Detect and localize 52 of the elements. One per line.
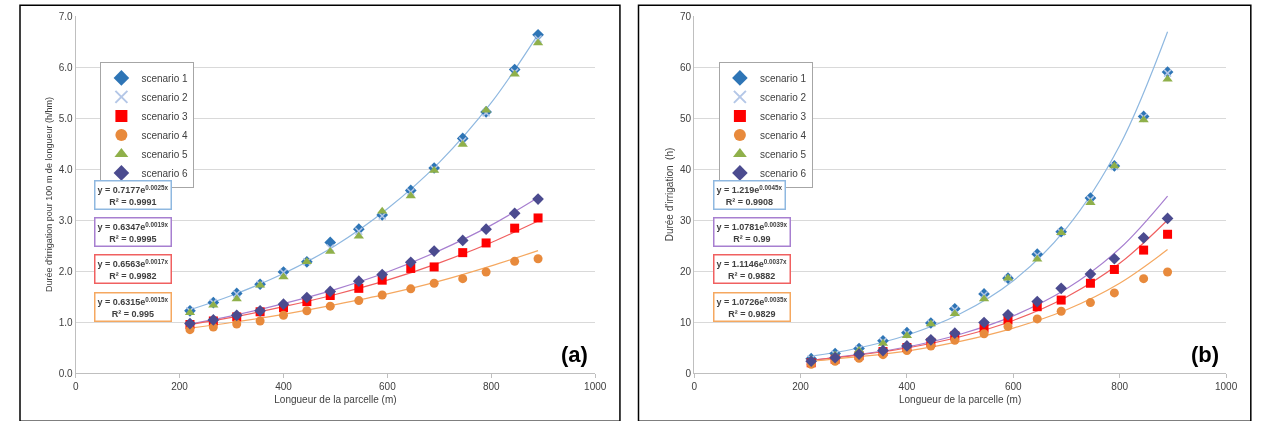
legend-label: scenario 6 — [759, 167, 807, 179]
x-tick-label: 600 — [379, 381, 397, 392]
legend-label: scenario 3 — [759, 110, 807, 122]
x-tick-label: 1000 — [1214, 381, 1238, 392]
legend-label: scenario 6 — [141, 167, 188, 179]
annotation: y = 0.6563e$^{0.0017x}$ R² = 0.9982 — [97, 257, 169, 281]
y-tick-label: 0.0 — [58, 367, 74, 379]
annotation: (a) — [561, 342, 588, 367]
annotation: y = 1.1146e$^{0.0037x}$ R² = 0.9882 — [716, 257, 788, 281]
annotation: (b) — [1191, 342, 1220, 367]
y-tick-label: 40 — [680, 163, 692, 175]
x-tick-label: 800 — [482, 381, 501, 392]
y-tick-label: 30 — [680, 214, 692, 226]
annotation: y = 0.6315e$^{0.0015x}$ R² = 0.995 — [97, 295, 169, 319]
y-tick-label: 10 — [680, 316, 692, 328]
y-tick-label: 0 — [685, 367, 692, 379]
legend-label: scenario 4 — [759, 129, 807, 141]
legend-label: scenario 3 — [141, 110, 188, 122]
annotation: y = 0.6347e$^{0.0019x}$ R² = 0.9995 — [97, 220, 169, 244]
annotation: y = 1.0726e$^{0.0035x}$ R² = 0.9829 — [716, 295, 788, 319]
x-tick-label: 800 — [1111, 381, 1129, 392]
x-tick-label: 400 — [275, 381, 293, 392]
y-tick-label: 2.0 — [58, 265, 74, 277]
annotation: y = 1.0781e$^{0.0039x}$ R² = 0.99 — [716, 220, 788, 244]
y-tick-label: 70 — [680, 10, 692, 22]
y-tick-label: 7.0 — [58, 10, 74, 22]
y-tick-label: 5.0 — [58, 112, 74, 124]
legend-label: scenario 2 — [141, 91, 188, 103]
x-axis-title: Longueur de la parcelle (m) — [274, 393, 397, 405]
legend-label: scenario 1 — [141, 72, 188, 84]
y-tick-label: 4.0 — [58, 163, 74, 175]
x-tick-label: 200 — [792, 381, 810, 392]
x-tick-label: 1000 — [584, 381, 607, 392]
x-tick-label: 400 — [898, 381, 916, 392]
y-tick-label: 1.0 — [58, 316, 74, 328]
annotation: y = 0.7177e$^{0.0025x}$ R² = 0.9991 — [97, 183, 169, 207]
y-axis-title: Durée d'irrigation (h) — [664, 147, 676, 242]
legend-label: scenario 2 — [759, 91, 807, 103]
legend-label: scenario 5 — [141, 148, 188, 160]
x-tick-label: 200 — [171, 381, 189, 392]
legend-label: scenario 5 — [759, 148, 807, 160]
x-tick-label: 600 — [1004, 381, 1023, 392]
y-tick-label: 20 — [680, 265, 692, 277]
y-tick-label: 6.0 — [58, 61, 74, 73]
y-tick-label: 3.0 — [58, 214, 74, 226]
x-axis-title: Longueur de la parcelle (m) — [898, 393, 1022, 405]
legend-label: scenario 1 — [759, 72, 807, 84]
legend-label: scenario 4 — [141, 129, 188, 141]
y-tick-label: 60 — [680, 61, 692, 73]
y-tick-label: 50 — [680, 112, 692, 124]
annotation: y = 1.219e$^{0.0045x}$ R² = 0.9908 — [716, 183, 783, 207]
y-axis-title: Durée d'irrigation pour 100 m de longueur (h/hm) — [44, 97, 55, 292]
